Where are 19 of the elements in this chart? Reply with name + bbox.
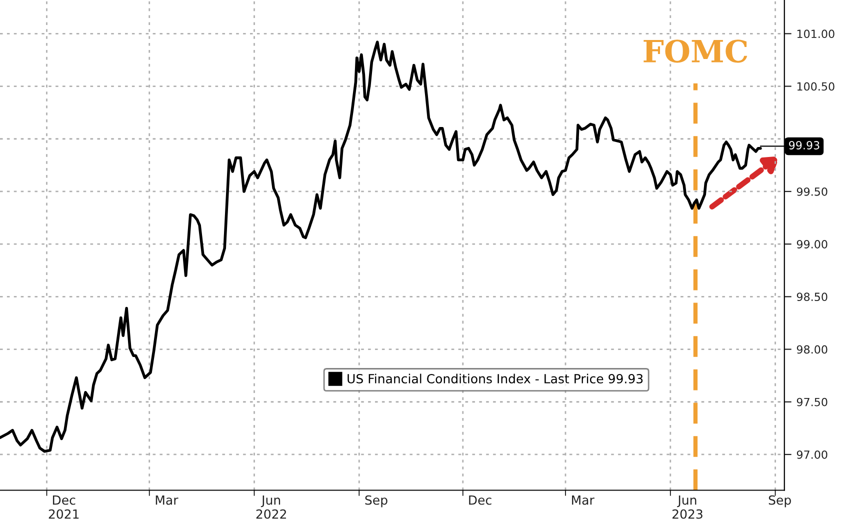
x-tick-label: Dec 2021 [48, 495, 79, 519]
y-tick-label: 97.00 [796, 450, 828, 459]
x-tick-label: Dec [469, 495, 492, 505]
y-tick-label: 97.50 [796, 398, 828, 406]
y-tick-label: 98.00 [796, 345, 828, 354]
x-tick-label: Jun 2023 [672, 495, 702, 519]
y-tick-label: 99.00 [796, 240, 828, 248]
ref-line-label: FOMC [644, 40, 748, 63]
y-tick-label: 98.50 [796, 292, 828, 302]
y-tick-label: 99.50 [796, 187, 828, 196]
x-tick-label: Jun 2022 [256, 495, 286, 519]
x-tick-label: Mar [156, 495, 178, 505]
y-tick-label: 100.50 [797, 82, 834, 91]
x-tick-label: Sep [365, 495, 388, 508]
legend-label: US Financial Conditions Index - Last Price 99.93 [348, 374, 643, 384]
y-tick-label: 101.00 [797, 30, 834, 38]
x-tick-label: Mar [572, 495, 594, 505]
x-tick-label: Sep [768, 495, 791, 508]
annotation: 99.93 [789, 141, 820, 150]
